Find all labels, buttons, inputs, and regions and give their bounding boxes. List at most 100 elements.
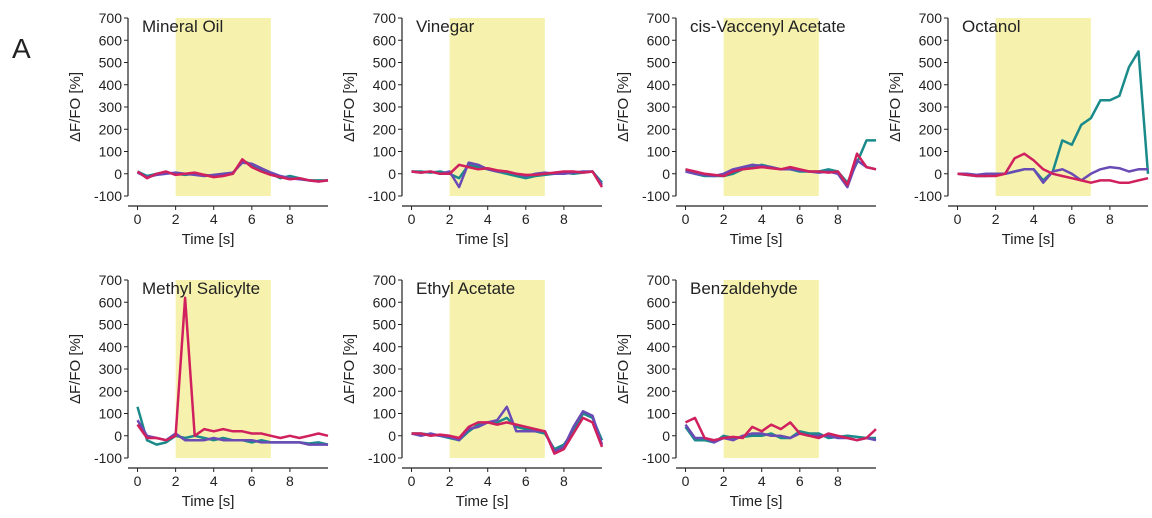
x-tick-label: 8 [560,211,568,227]
stimulus-band [995,18,1091,196]
y-axis-label: ΔF/FO [%] [615,72,632,142]
x-tick-label: 2 [992,211,1000,227]
subplot-title: Mineral Oil [142,17,223,36]
series-line [411,416,604,455]
y-tick-label: -100 [368,188,396,204]
y-tick-label: 600 [647,32,671,48]
y-tick-label: 600 [373,32,397,48]
y-tick-label: 500 [99,317,123,333]
x-tick-label: 0 [954,211,962,227]
y-tick-label: 300 [99,361,123,377]
y-axis-label: ΔF/FO [%] [341,334,358,404]
stimulus-band [723,280,819,458]
y-tick-label: 0 [388,166,396,182]
y-tick-label: -100 [642,188,670,204]
subplot: -100 0 100 200 300 400 500 600 700 0 2 4 6 8 Time [s] Δ… [341,272,604,510]
subplot: -100 0 100 200 300 400 500 600 700 0 2 4 6 8 Time [s] Δ… [341,10,604,248]
subplot: -100 0 100 200 300 400 500 600 700 0 2 4 6 8 Time [s] Δ… [67,10,329,248]
y-tick-label: 200 [373,383,397,399]
x-tick-label: 2 [720,211,728,227]
x-tick-label: 8 [286,211,294,227]
y-tick-label: 600 [919,32,943,48]
y-tick-label: 400 [99,339,123,355]
x-tick-label: 8 [1106,211,1114,227]
x-tick-label: 8 [286,473,294,489]
series-line [957,165,1148,184]
x-axis-label: Time [s] [1002,231,1055,248]
y-tick-label: 700 [99,272,123,288]
x-axis-label: Time [s] [456,493,509,510]
y-tick-label: 500 [373,317,397,333]
x-tick-label: 6 [796,211,804,227]
y-tick-label: 600 [99,294,123,310]
subplot-title: cis-Vaccenyl Acetate [690,17,846,36]
y-tick-label: 700 [373,272,397,288]
x-tick-label: 6 [522,473,530,489]
y-tick-label: 0 [662,166,670,182]
subplot-title: Methyl Salicylte [142,279,260,298]
y-tick-label: 0 [388,428,396,444]
x-tick-label: 0 [682,211,690,227]
y-tick-label: 100 [373,406,397,422]
y-tick-label: -100 [368,450,396,466]
y-tick-label: -100 [642,450,670,466]
x-tick-label: 4 [484,211,492,227]
y-tick-label: 0 [934,166,942,182]
y-axis-label: ΔF/FO [%] [615,334,632,404]
y-tick-label: 0 [114,428,122,444]
panel-label: A [12,33,31,64]
x-tick-label: 0 [682,473,690,489]
y-tick-label: 400 [373,339,397,355]
x-axis-label: Time [s] [456,231,509,248]
y-tick-label: 300 [373,99,397,115]
y-tick-label: 400 [919,77,943,93]
y-tick-label: 200 [99,383,123,399]
y-tick-label: 100 [373,144,397,160]
y-tick-label: 200 [647,121,671,137]
y-tick-label: 300 [99,99,123,115]
y-tick-label: 400 [373,77,397,93]
subplot: -100 0 100 200 300 400 500 600 700 0 2 4 6 8 Time [s] Δ… [887,10,1150,248]
y-tick-label: 500 [647,317,671,333]
x-tick-label: 2 [720,473,728,489]
subplot: -100 0 100 200 300 400 500 600 700 0 2 4 6 8 Time [s] Δ… [615,10,877,248]
subplot-title: Benzaldehyde [690,279,798,298]
y-tick-label: 200 [647,383,671,399]
x-tick-label: 4 [210,211,218,227]
x-tick-label: 2 [172,473,180,489]
x-tick-label: 8 [834,473,842,489]
x-tick-label: 4 [758,473,766,489]
y-tick-label: 100 [647,144,671,160]
y-tick-label: 600 [373,294,397,310]
series-line [136,296,329,442]
x-axis-label: Time [s] [182,231,235,248]
x-axis-label: Time [s] [730,493,783,510]
y-axis-label: ΔF/FO [%] [341,72,358,142]
x-tick-label: 0 [408,211,416,227]
series-line [136,158,329,183]
y-tick-label: -100 [94,188,122,204]
y-axis-label: ΔF/FO [%] [67,72,84,142]
subplot: -100 0 100 200 300 400 500 600 700 0 2 4 6 8 Time [s] Δ… [615,272,877,510]
y-tick-label: 100 [647,406,671,422]
y-tick-label: 700 [919,10,943,26]
x-tick-label: 0 [134,211,142,227]
x-tick-label: 4 [484,473,492,489]
y-tick-label: 300 [647,99,671,115]
y-tick-label: 100 [99,406,123,422]
x-tick-label: 4 [210,473,218,489]
y-tick-label: 100 [919,144,943,160]
x-tick-label: 4 [758,211,766,227]
y-tick-label: 200 [99,121,123,137]
y-tick-label: 500 [373,55,397,71]
y-tick-label: 500 [919,55,943,71]
y-tick-label: 700 [99,10,123,26]
series-line [411,163,604,188]
subplot-title: Vinegar [416,17,475,36]
y-tick-label: 600 [647,294,671,310]
y-axis-label: ΔF/FO [%] [67,334,84,404]
y-tick-label: 200 [373,121,397,137]
x-tick-label: 2 [172,211,180,227]
y-tick-label: 500 [647,55,671,71]
